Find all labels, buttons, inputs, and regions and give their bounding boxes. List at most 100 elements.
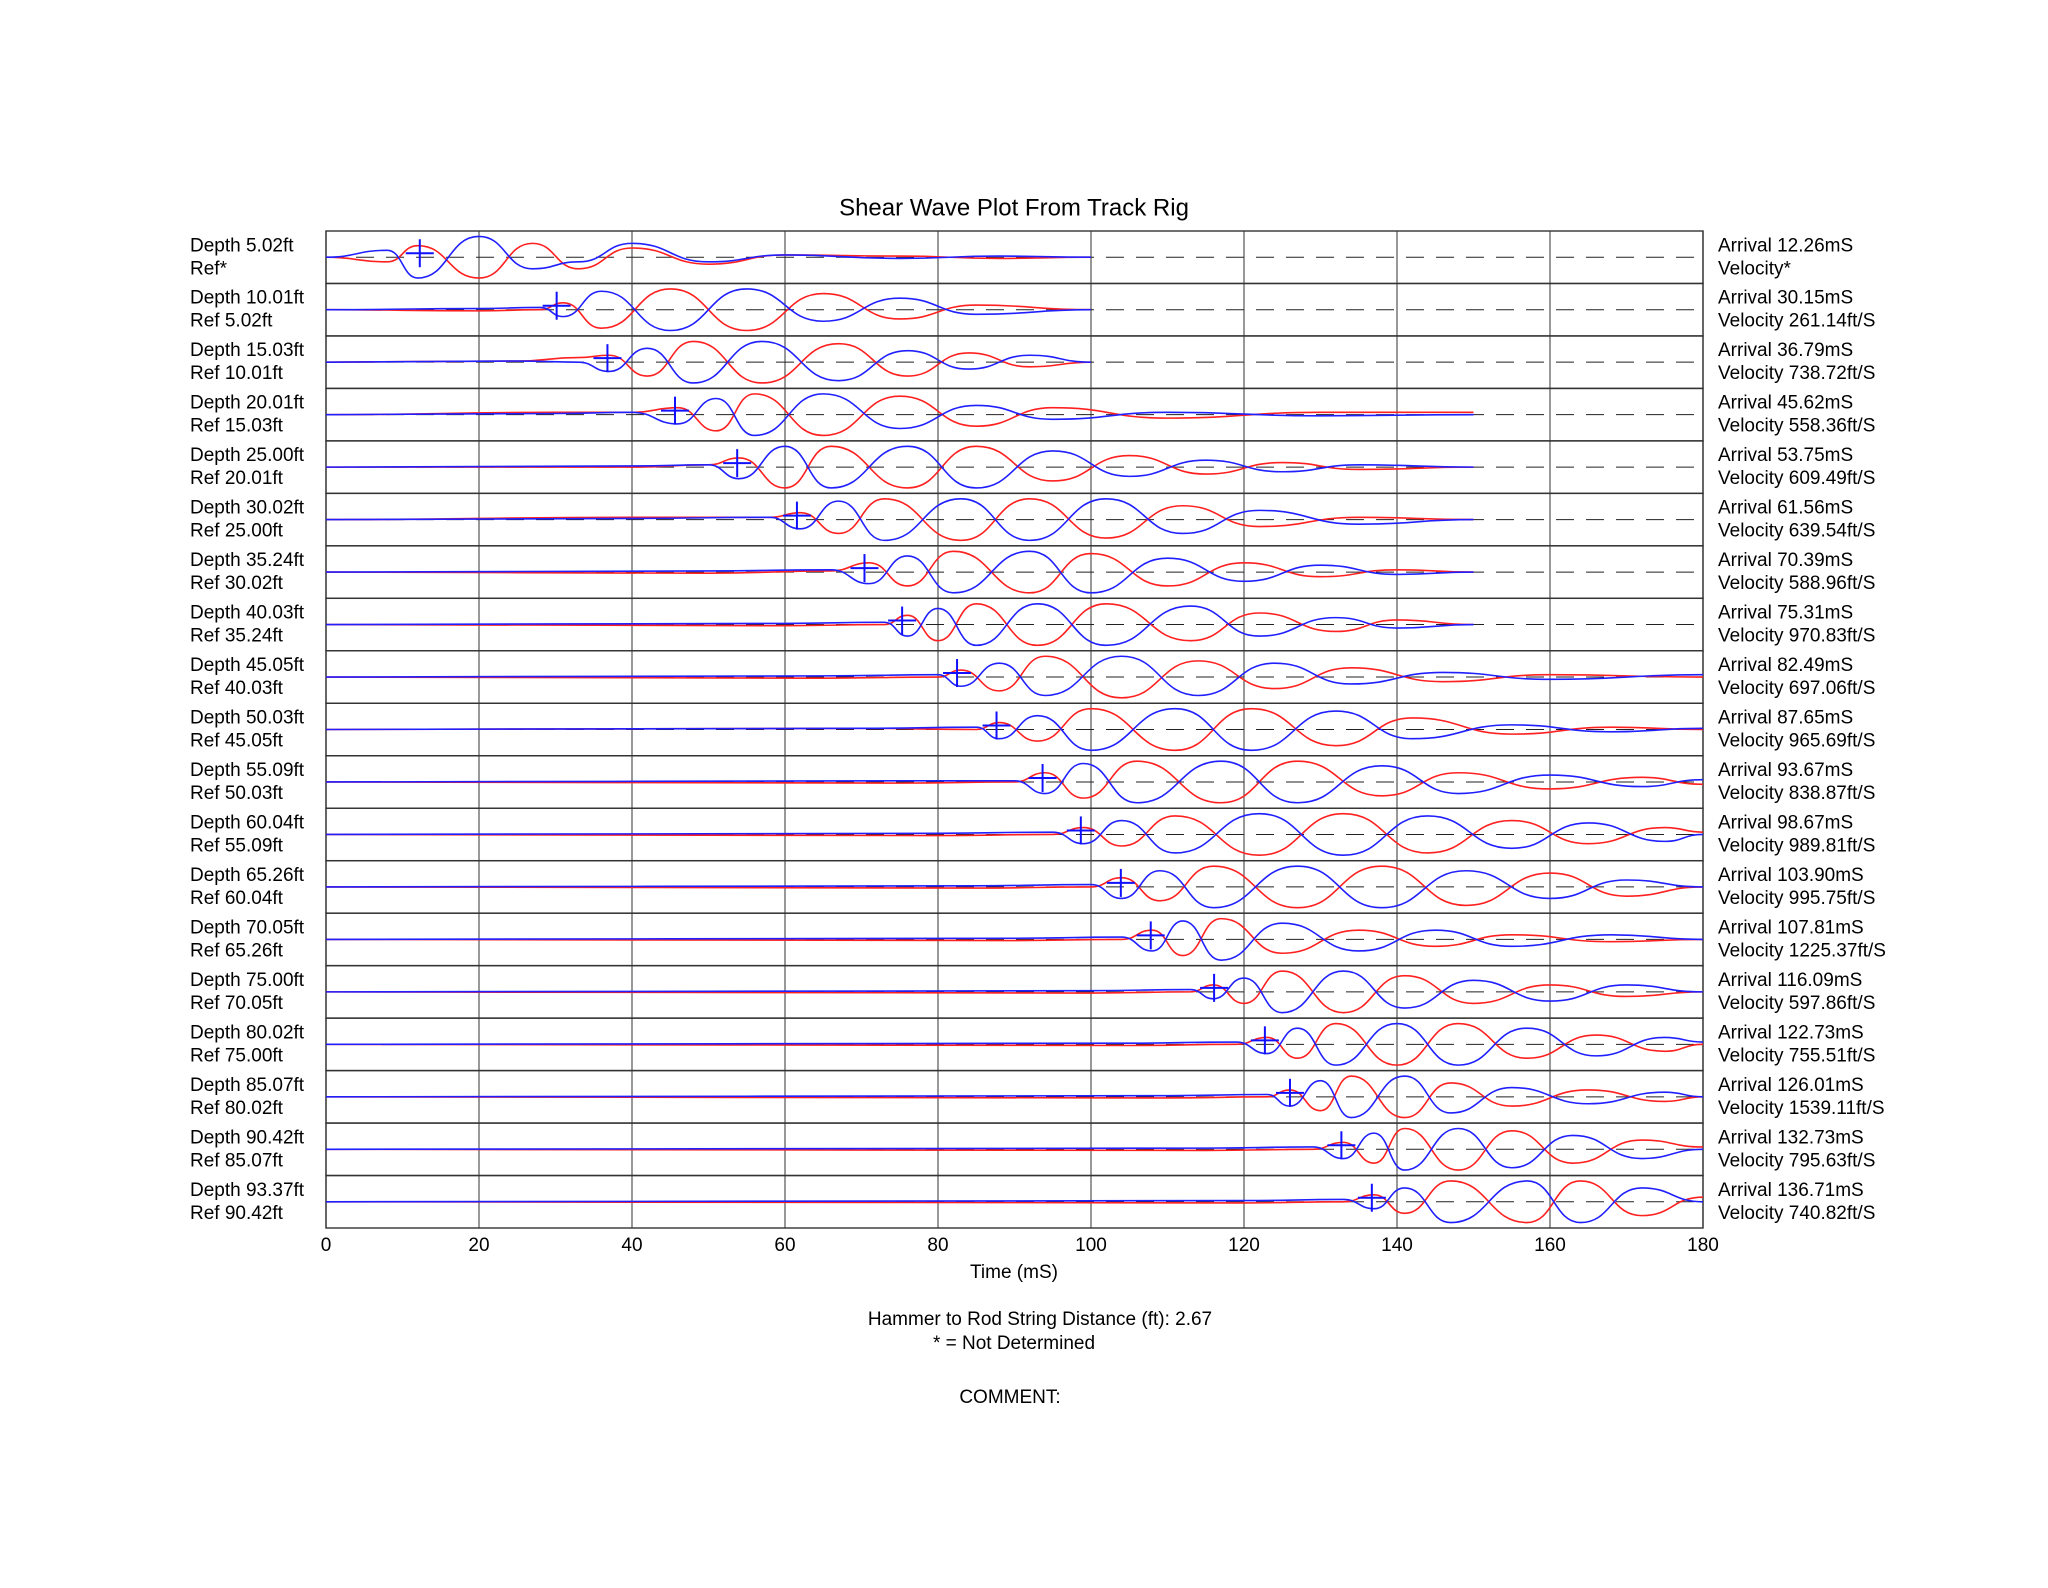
velocity-label: Velocity 261.14ft/S (1718, 311, 1875, 332)
trace-blue (325, 1180, 1704, 1224)
depth-label: Depth 10.01ft (190, 288, 305, 309)
arrival-label: Arrival 107.81mS (1718, 917, 1864, 938)
depth-label: Depth 55.09ft (190, 760, 305, 781)
ref-label: Ref 25.00ft (190, 521, 284, 542)
depth-label: Depth 40.03ft (190, 603, 305, 624)
ref-label: Ref 35.24ft (190, 626, 284, 647)
trace-red (325, 242, 1092, 279)
velocity-label: Velocity 697.06ft/S (1718, 678, 1875, 699)
arrival-label: Arrival 136.71mS (1718, 1180, 1864, 1201)
arrival-label: Arrival 12.26mS (1718, 235, 1853, 256)
velocity-label: Velocity 1539.11ft/S (1718, 1098, 1885, 1119)
velocity-label: Velocity 740.82ft/S (1718, 1203, 1875, 1224)
arrival-label: Arrival 126.01mS (1718, 1075, 1864, 1096)
ref-label: Ref 45.05ft (190, 731, 284, 752)
trace-blue (325, 602, 1474, 647)
footer-note: * = Not Determined (933, 1333, 1095, 1354)
ref-label: Ref 20.01ft (190, 468, 284, 489)
ref-label: Ref 5.02ft (190, 311, 273, 332)
arrival-label: Arrival 61.56mS (1718, 498, 1853, 519)
velocity-label: Velocity 838.87ft/S (1718, 783, 1875, 804)
x-tick-label: 140 (1381, 1235, 1413, 1256)
depth-label: Depth 45.05ft (190, 655, 305, 676)
trace-blue (325, 760, 1704, 804)
ref-label: Ref 70.05ft (190, 993, 284, 1014)
arrival-label: Arrival 30.15mS (1718, 288, 1853, 309)
ref-label: Ref 90.42ft (190, 1203, 284, 1224)
trace-red (325, 340, 1092, 384)
trace-blue (325, 340, 1092, 384)
velocity-label: Velocity 639.54ft/S (1718, 521, 1875, 542)
velocity-label: Velocity 738.72ft/S (1718, 363, 1875, 384)
trace-blue (325, 812, 1704, 857)
x-tick-label: 40 (621, 1235, 642, 1256)
trace-red (325, 917, 1704, 957)
footer-distance: Hammer to Rod String Distance (ft): 2.67 (868, 1309, 1212, 1330)
trace-red (325, 1022, 1704, 1066)
trace-blue (325, 550, 1474, 594)
arrival-label: Arrival 132.73mS (1718, 1127, 1864, 1148)
velocity-label: Velocity 558.36ft/S (1718, 416, 1875, 437)
trace-blue (325, 393, 1474, 437)
trace-blue (325, 970, 1704, 1014)
depth-label: Depth 85.07ft (190, 1075, 305, 1096)
depth-label: Depth 90.42ft (190, 1127, 305, 1148)
ref-label: Ref 75.00ft (190, 1045, 284, 1066)
arrival-label: Arrival 87.65mS (1718, 708, 1853, 729)
arrival-label: Arrival 93.67mS (1718, 760, 1853, 781)
trace-red (325, 812, 1704, 857)
arrival-label: Arrival 70.39mS (1718, 550, 1853, 571)
x-tick-label: 20 (468, 1235, 489, 1256)
chart-title: Shear Wave Plot From Track Rig (839, 194, 1189, 221)
depth-label: Depth 65.26ft (190, 865, 305, 886)
trace-blue (325, 288, 1092, 332)
velocity-label: Velocity 1225.37ft/S (1718, 940, 1886, 961)
depth-label: Depth 60.04ft (190, 812, 305, 833)
depth-label: Depth 80.02ft (190, 1022, 305, 1043)
velocity-label: Velocity 755.51ft/S (1718, 1045, 1875, 1066)
trace-blue (325, 498, 1474, 542)
arrival-label: Arrival 45.62mS (1718, 393, 1853, 414)
depth-label: Depth 25.00ft (190, 445, 305, 466)
trace-red (325, 655, 1704, 699)
ref-label: Ref 40.03ft (190, 678, 284, 699)
x-tick-label: 80 (927, 1235, 948, 1256)
trace-red (325, 550, 1474, 594)
x-tick-label: 120 (1228, 1235, 1260, 1256)
trace-blue (325, 1075, 1704, 1119)
velocity-label: Velocity 970.83ft/S (1718, 626, 1875, 647)
trace-red (325, 1180, 1704, 1224)
x-tick-label: 0 (321, 1235, 332, 1256)
trace-red (325, 865, 1704, 909)
depth-label: Depth 93.37ft (190, 1180, 305, 1201)
depth-label: Depth 5.02ft (190, 235, 294, 256)
trace-blue (325, 655, 1704, 697)
x-tick-label: 100 (1075, 1235, 1107, 1256)
footer-comment: COMMENT: (959, 1387, 1060, 1408)
x-tick-label: 60 (774, 1235, 795, 1256)
ref-label: Ref 15.03ft (190, 416, 284, 437)
depth-label: Depth 75.00ft (190, 970, 305, 991)
depth-label: Depth 50.03ft (190, 708, 305, 729)
ref-label: Ref 50.03ft (190, 783, 284, 804)
ref-label: Ref 55.09ft (190, 835, 284, 856)
ref-label: Ref 30.02ft (190, 573, 284, 594)
trace-blue (325, 1022, 1704, 1066)
ref-label: Ref 85.07ft (190, 1150, 284, 1171)
velocity-label: Velocity 588.96ft/S (1718, 573, 1875, 594)
velocity-label: Velocity 597.86ft/S (1718, 993, 1875, 1014)
trace-red (325, 602, 1474, 647)
velocity-label: Velocity 795.63ft/S (1718, 1150, 1875, 1171)
ref-label: Ref 65.26ft (190, 940, 284, 961)
depth-label: Depth 20.01ft (190, 393, 305, 414)
arrival-label: Arrival 75.31mS (1718, 603, 1853, 624)
arrival-label: Arrival 103.90mS (1718, 865, 1864, 886)
trace-blue (325, 235, 1092, 279)
trace-blue (325, 920, 1704, 961)
velocity-label: Velocity 609.49ft/S (1718, 468, 1875, 489)
trace-red (325, 760, 1704, 804)
velocity-label: Velocity 989.81ft/S (1718, 835, 1875, 856)
velocity-label: Velocity 995.75ft/S (1718, 888, 1875, 909)
trace-blue (325, 1127, 1704, 1171)
